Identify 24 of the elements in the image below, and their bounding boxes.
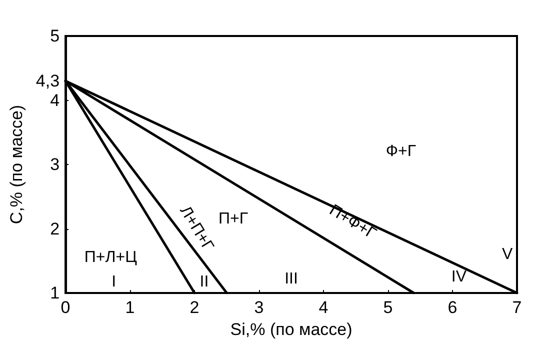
y-axis-title: C,% (по массе) (7, 104, 26, 224)
annotation: II (200, 274, 209, 291)
annotation: III (284, 270, 298, 288)
annotation: IV (451, 268, 467, 286)
x-tick-label: 7 (512, 298, 522, 317)
annotation: Ф+Г (386, 143, 416, 160)
annotation: V (502, 246, 513, 263)
x-tick-label: 5 (383, 298, 393, 317)
y-tick-label: 4 (50, 90, 60, 110)
x-tick-label: 3 (254, 298, 264, 317)
annotation: I (112, 274, 116, 291)
y-tick-label: 4,3 (36, 71, 60, 90)
annotation: П+Л+Ц (84, 249, 138, 266)
y-tick-label: 5 (50, 26, 60, 46)
x-tick-label: 1 (125, 298, 135, 317)
x-axis-title: Si,% (по массе) (230, 320, 352, 339)
x-tick-label: 0 (60, 298, 70, 317)
x-tick-label: 4 (318, 298, 328, 317)
y-tick-label: 3 (50, 155, 60, 174)
y-tick-label: 1 (50, 284, 60, 302)
y-tick-label: 2 (50, 219, 60, 238)
x-tick-label: 6 (448, 298, 458, 317)
x-tick-label: 2 (190, 298, 200, 317)
annotation: П+Г (218, 210, 248, 228)
